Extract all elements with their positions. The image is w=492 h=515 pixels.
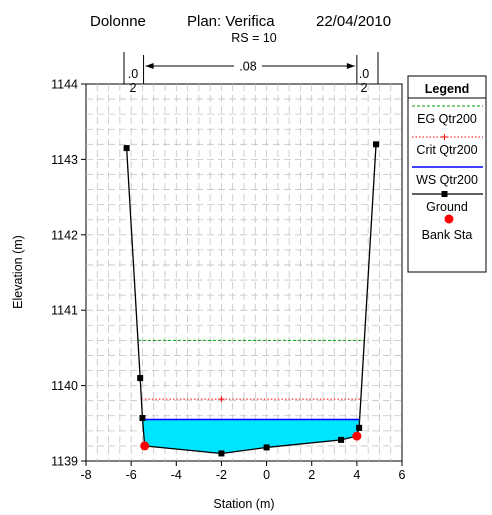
header-location: Dolonne [90, 13, 146, 30]
manning-arrowhead [145, 63, 154, 69]
y-tick-label: 1142 [51, 228, 78, 242]
x-tick-label: -6 [126, 468, 137, 482]
bank-station-point [140, 441, 150, 451]
ground-point [356, 424, 363, 431]
legend: Legend EG Qtr200 Crit Qtr200 WS Qtr200 Grou… [407, 75, 487, 273]
manning-right-value-2: 2 [361, 81, 368, 95]
legend-entry-label: Crit Qtr200 [416, 143, 477, 157]
ground-point [338, 436, 345, 443]
manning-arrowhead [346, 63, 355, 69]
legend-entry: Bank Sta [422, 214, 473, 242]
manning-left-value: .0 [128, 67, 138, 81]
ground-point [263, 444, 270, 451]
legend-entries: EG Qtr200 Crit Qtr200 WS Qtr200 Ground Bank … [412, 105, 483, 242]
x-tick-label: 4 [353, 468, 360, 482]
axis-ticks: -8 -6 -4 -2 0 2 4 6 1139 1140 1141 1142 1143 1144 [51, 78, 405, 483]
x-tick-label: 6 [399, 468, 406, 482]
header-rs: RS = 10 [231, 31, 277, 45]
legend-swatch-bank [444, 214, 454, 224]
y-axis-title: Elevation (m) [11, 235, 25, 309]
manning-left-value-2: 2 [130, 81, 137, 95]
x-tick-label: -2 [216, 468, 227, 482]
ground-line [125, 144, 377, 455]
header-plan: Plan: Verifica [187, 13, 275, 30]
legend-box [407, 75, 487, 273]
legend-entry-label: Ground [426, 200, 468, 214]
ground-point [139, 415, 146, 422]
ground-point [137, 375, 144, 382]
ground-point [373, 141, 380, 148]
ground-point [218, 450, 225, 457]
profile-lines-layer [125, 144, 377, 455]
water-surface-fill-layer [142, 419, 360, 454]
manning-annotation: .08.02.02 [123, 52, 379, 95]
legend-entry: EG Qtr200 [412, 105, 483, 126]
water-area [142, 419, 360, 454]
legend-entry: WS Qtr200 [412, 166, 483, 187]
y-tick-label: 1140 [51, 379, 78, 393]
x-tick-label: 0 [263, 468, 270, 482]
y-tick-label: 1139 [51, 455, 78, 469]
legend-swatch-ground-marker [441, 191, 448, 197]
x-axis-title: Station (m) [213, 497, 274, 511]
x-tick-label: -8 [80, 468, 91, 482]
x-tick-label: -4 [171, 468, 182, 482]
legend-entry: Ground [412, 191, 483, 214]
legend-entry-label: Bank Sta [422, 228, 473, 242]
legend-entry: Crit Qtr200 [412, 134, 483, 157]
ground-point [123, 145, 130, 152]
legend-entry-label: WS Qtr200 [416, 173, 478, 187]
header-date: 22/04/2010 [316, 13, 391, 30]
bank-station-point [352, 431, 362, 441]
legend-title: Legend [425, 82, 469, 96]
y-tick-label: 1143 [51, 153, 78, 167]
x-tick-label: 2 [308, 468, 315, 482]
markers-layer [123, 141, 380, 457]
legend-entry-label: EG Qtr200 [417, 112, 477, 126]
manning-center-value: .08 [239, 60, 256, 74]
y-tick-label: 1141 [51, 304, 78, 318]
manning-right-value: .0 [359, 67, 369, 81]
y-tick-label: 1144 [51, 78, 78, 92]
